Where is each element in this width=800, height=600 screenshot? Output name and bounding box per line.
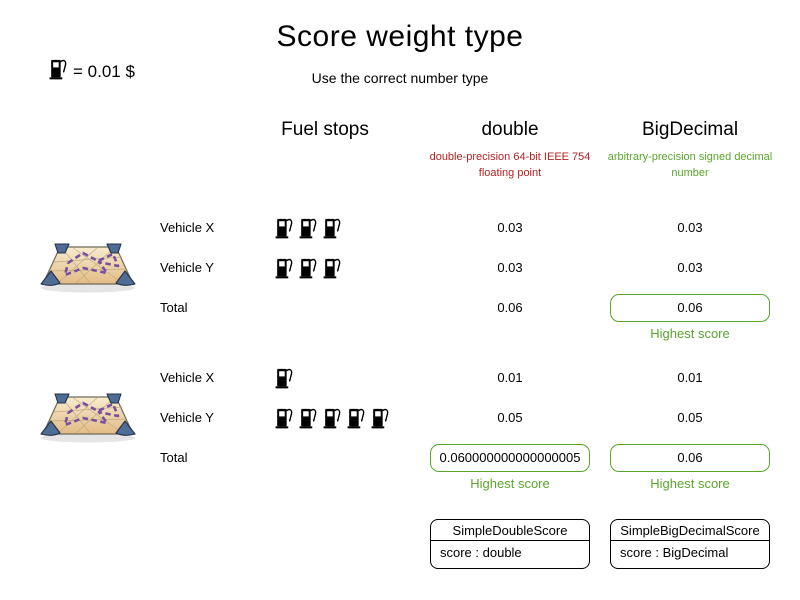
fuel-stop-icons [274,367,293,389]
route-map-illustration [40,243,136,293]
uml-class-simple-bigdecimal-score: SimpleBigDecimalScore score : BigDecimal [610,519,770,569]
map-group-2 [38,390,138,449]
map-group-1 [38,240,138,299]
double-total-value-box: 0.060000000000000005 [430,444,590,472]
uml-class-simple-double-score: SimpleDoubleScore score : double [430,519,590,569]
bigdecimal-score-value: 0.03 [677,260,703,275]
highest-score-caption: Highest score [650,326,730,341]
table-row: Vehicle Y 0.05 0.05 [0,404,800,432]
page-subtitle: Use the correct number type [311,70,489,86]
column-header-double: double [481,119,539,140]
fuel-pump-icon [275,218,293,239]
uml-class-attribute: score : BigDecimal [620,545,729,560]
fuel-pump-icon [323,408,341,429]
row-label: Vehicle Y [160,410,214,425]
row-label: Vehicle Y [160,260,214,275]
table-row: Vehicle Y 0.03 0.03 [0,254,800,282]
row-label: Total [160,450,188,465]
fuel-stop-icons [274,217,341,239]
fuel-pump-icon [299,408,317,429]
legend: = 0.01 $ [48,58,135,85]
double-score-value: 0.03 [497,260,523,275]
fuel-pump-icon [275,368,293,389]
table-row-total: Total 0.06 0.06 [0,294,800,322]
highest-score-caption: Highest score [650,476,730,491]
double-score-value: 0.05 [497,410,523,425]
bigdecimal-type-note: arbitrary-precision signed decimal numbe… [607,151,773,179]
bigdecimal-score-value: 0.05 [677,410,703,425]
row-label: Vehicle X [160,370,215,385]
bigdecimal-score-value: 0.01 [677,370,703,385]
table-row-total: Total 0.060000000000000005 0.06 [0,444,800,472]
fuel-pump-icon [299,218,317,239]
column-header-bigdecimal: BigDecimal [641,119,739,140]
double-score-value: 0.03 [497,220,523,235]
fuel-pump-icon [275,408,293,429]
double-score-value: 0.01 [497,370,523,385]
uml-class-name: SimpleDoubleScore [431,520,589,541]
double-total-value: 0.06 [497,300,523,315]
row-label: Total [160,300,188,315]
table-row: Vehicle X 0.01 0.01 [0,364,800,392]
double-type-note: double-precision 64-bit IEEE 754 floatin… [429,151,591,179]
fuel-stop-icons [274,407,389,429]
fuel-pump-icon [49,59,67,80]
column-header-fuel-stops: Fuel stops [281,119,369,140]
fuel-pump-icon [299,258,317,279]
fuel-pump-icon [275,258,293,279]
highest-score-caption: Highest score [470,476,550,491]
page-title: Score weight type [276,20,524,53]
fuel-stop-icons [274,257,341,279]
fuel-pump-icon [371,408,389,429]
bigdecimal-score-value: 0.03 [677,220,703,235]
fuel-pump-icon [323,218,341,239]
uml-class-attribute: score : double [440,545,522,560]
fuel-pump-icon [347,408,365,429]
legend-text: = 0.01 $ [73,61,135,81]
table-row: Vehicle X 0.03 0.03 [0,214,800,242]
bigdecimal-total-value-box: 0.06 [610,294,770,322]
uml-class-name: SimpleBigDecimalScore [611,520,769,541]
fuel-pump-icon [323,258,341,279]
legend-fuel-pump-icon [48,58,67,85]
route-map-illustration [40,393,136,443]
bigdecimal-total-value-box: 0.06 [610,444,770,472]
row-label: Vehicle X [160,220,215,235]
